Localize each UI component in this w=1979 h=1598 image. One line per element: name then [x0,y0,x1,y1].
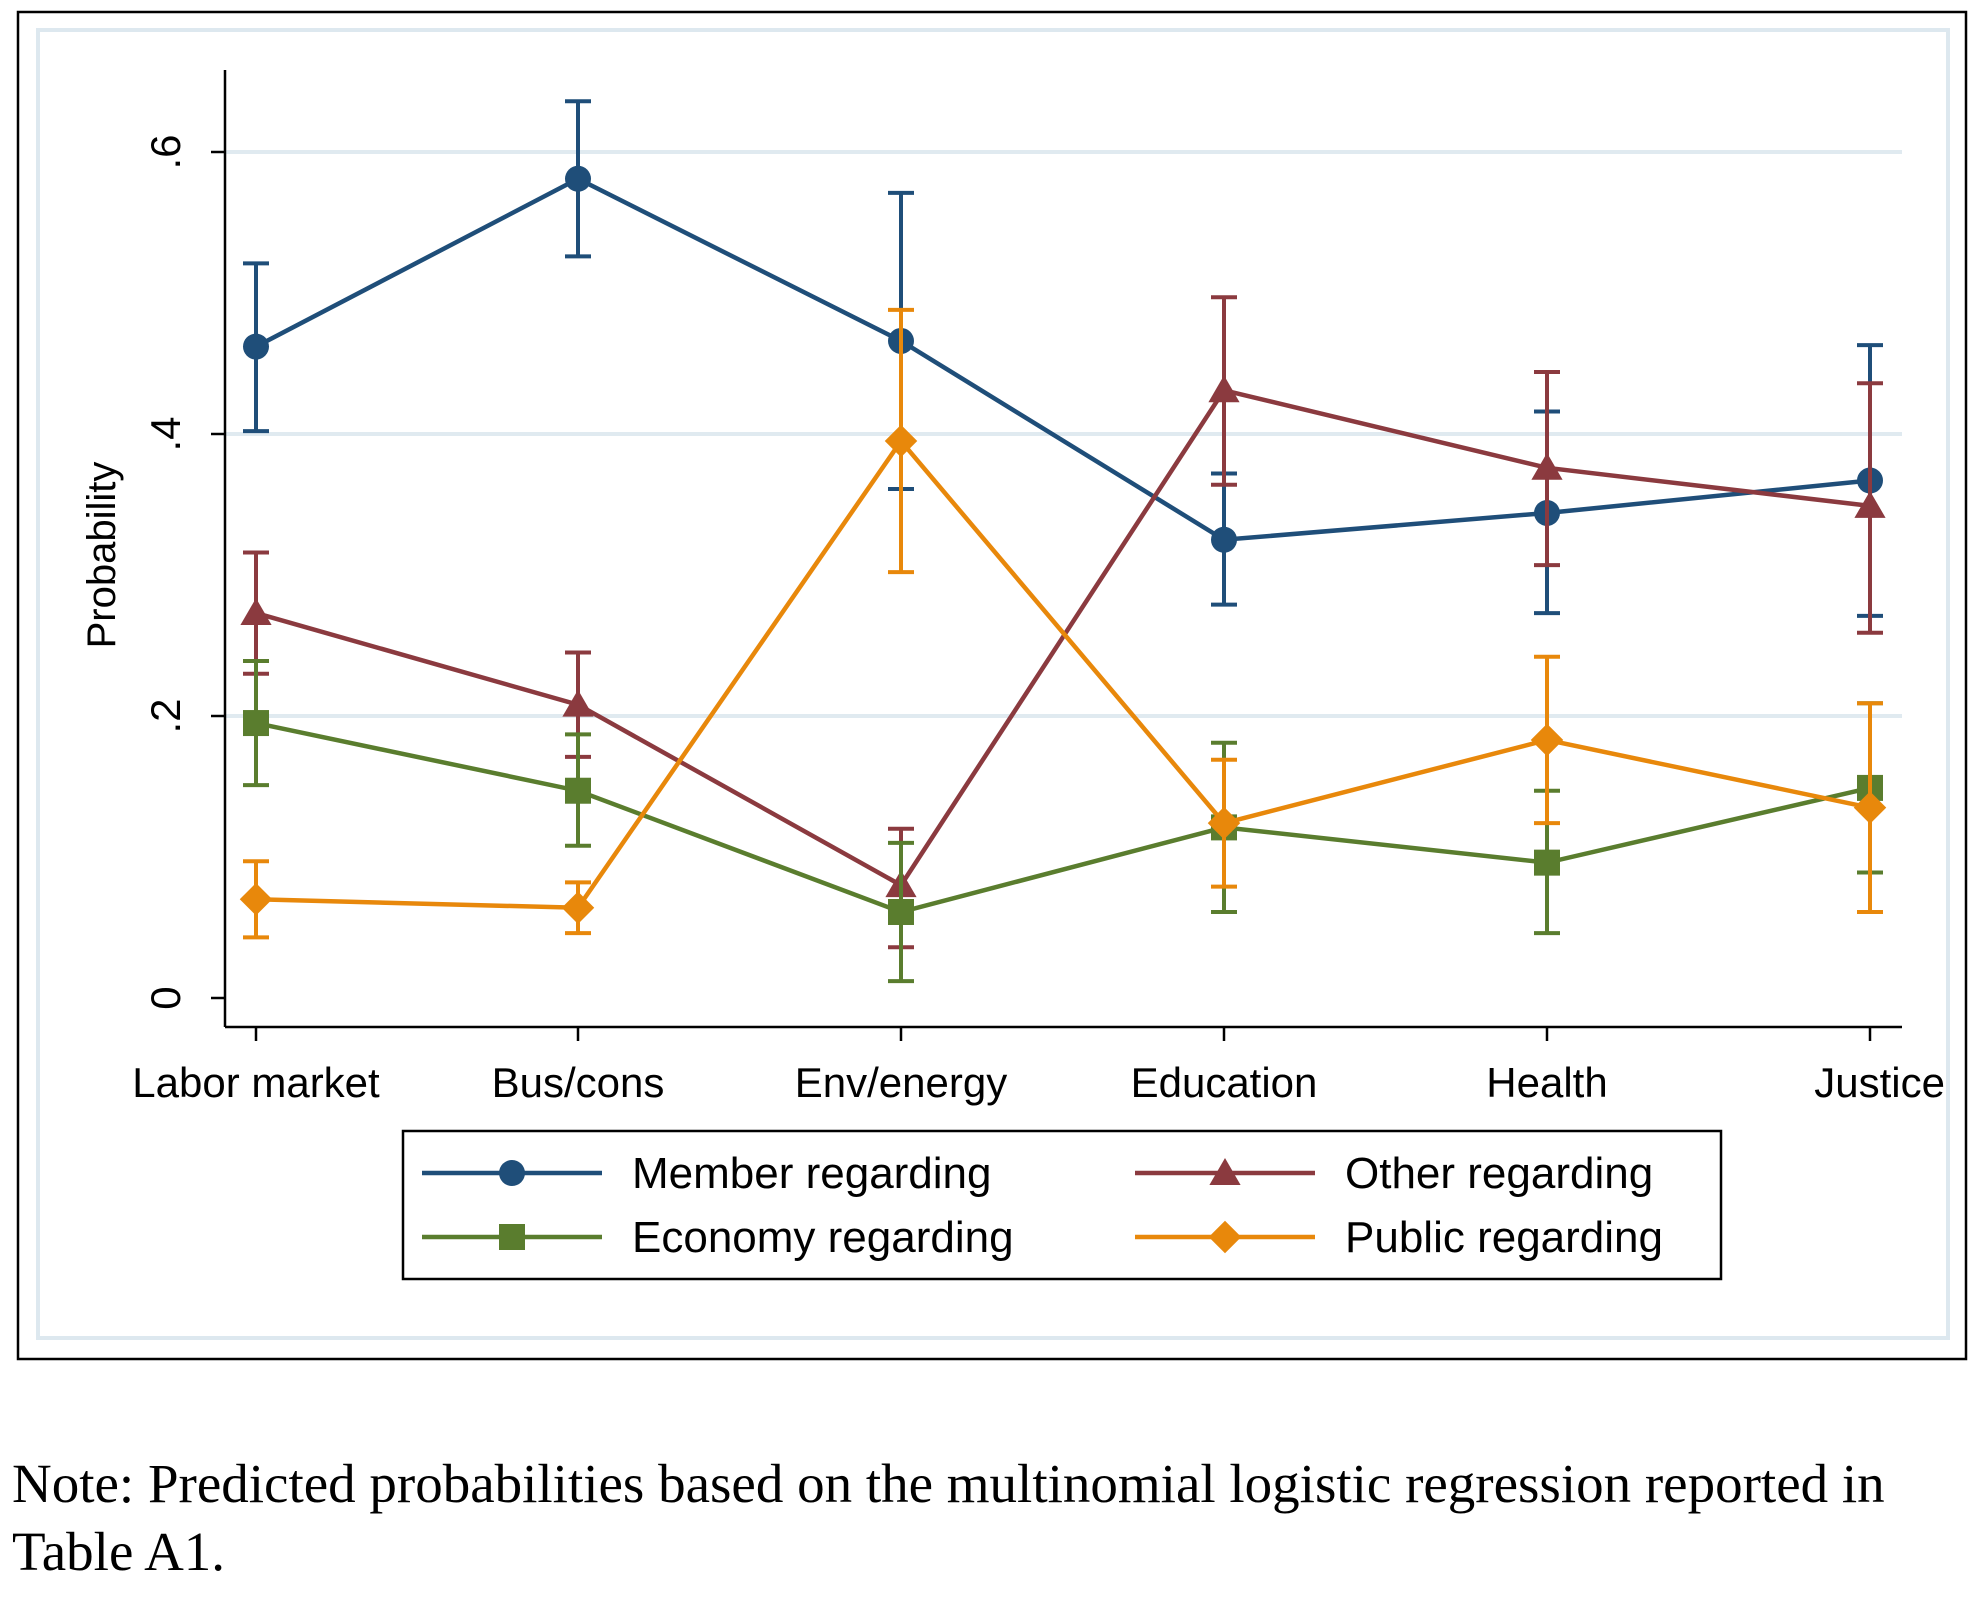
grid-lines [225,150,1902,718]
legend-item-economy: Economy regarding [422,1213,1014,1262]
x-tick-label-0: Labor market [132,1059,380,1106]
series-public [239,307,1887,940]
y-tick-label-0: 0 [142,986,189,1009]
line-economy [255,720,1871,915]
point-public-1 [561,891,595,925]
legend-marker-economy [499,1224,525,1250]
y-axis-label: Probability [80,462,124,649]
line-member [254,176,1871,543]
point-other-5 [1854,490,1886,518]
point-public-3 [1207,806,1241,840]
point-public-2 [884,424,918,458]
legend-marker-member [499,1160,525,1186]
legend-label-economy: Economy regarding [632,1213,1014,1262]
chart: 0 .2 .4 .6 Probability Labor market Bus/cons En… [16,10,1968,1361]
point-member-3 [1211,526,1237,553]
point-member-0 [243,333,269,360]
point-economy-0 [243,710,269,737]
x-tick-label-3: Education [1131,1059,1318,1106]
line-public [255,437,1871,911]
y-tick-label-1: .2 [142,698,189,733]
point-economy-4 [1534,849,1560,876]
legend-item-member: Member regarding [422,1149,992,1198]
legend-item-public: Public regarding [1135,1213,1663,1262]
legend-item-other: Other regarding [1135,1149,1653,1198]
line-other [255,387,1871,889]
axes: 0 .2 .4 .6 Probability Labor market Bus/cons En… [80,70,1945,1106]
point-economy-1 [565,777,591,804]
point-member-1 [565,165,591,192]
x-tick-label-5: Justice [1814,1059,1945,1106]
legend-label-member: Member regarding [632,1149,992,1198]
point-other-4 [1531,452,1563,480]
point-public-4 [1530,723,1564,757]
point-other-0 [240,598,272,626]
figure-note: Note: Predicted probabilities based on t… [12,1453,1885,1582]
point-other-3 [1208,375,1240,403]
legend: Member regarding Other regarding Economy r… [401,1129,1723,1281]
legend-marker-public [1208,1220,1242,1254]
point-public-5 [1853,791,1887,824]
legend-label-other: Other regarding [1345,1149,1653,1198]
x-tick-label-4: Health [1486,1059,1607,1106]
x-tick-label-2: Env/energy [795,1059,1007,1106]
chart-inner-frame [36,28,1950,1340]
y-tick-label-2: .4 [142,416,189,451]
legend-label-public: Public regarding [1345,1213,1663,1262]
legend-box [401,1129,1723,1281]
point-public-0 [239,883,273,916]
point-economy-2 [888,898,914,925]
series-group [239,99,1887,984]
legend-marker-other [1209,1158,1241,1185]
point-other-1 [562,689,594,717]
y-tick-label-3: .6 [142,134,189,169]
x-tick-label-1: Bus/cons [492,1059,665,1106]
